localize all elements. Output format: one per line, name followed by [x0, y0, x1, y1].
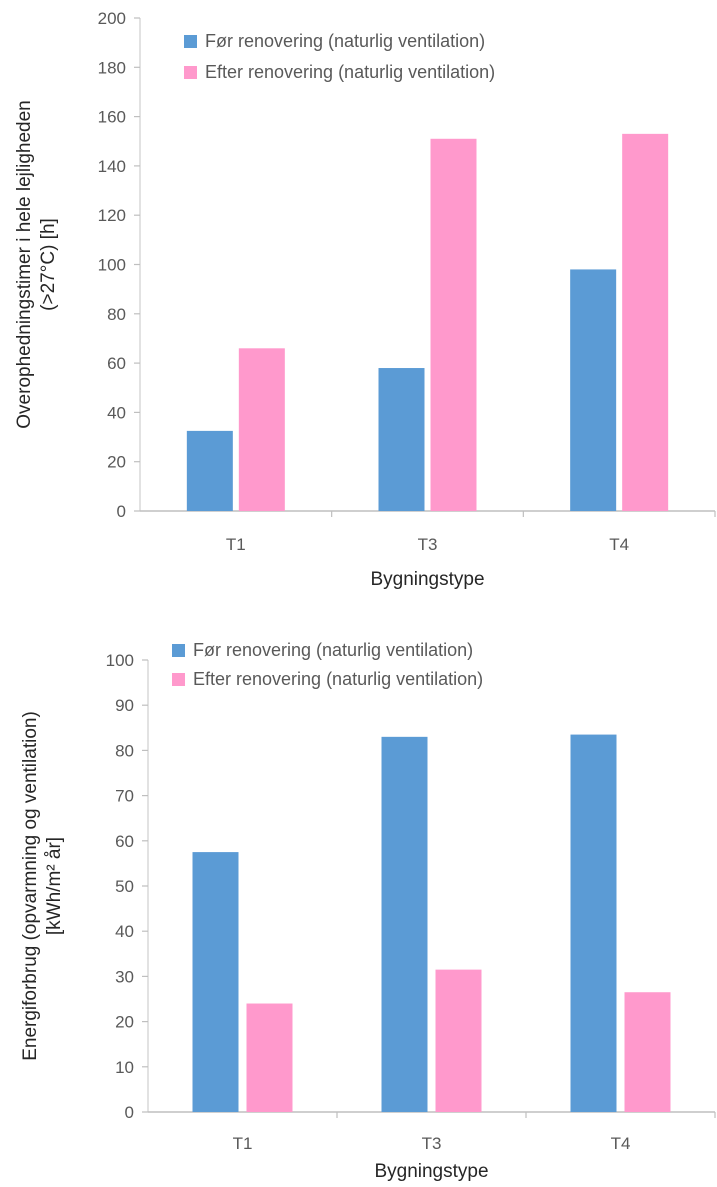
legend-swatch-2	[184, 66, 197, 79]
y-tick-label: 100	[98, 256, 126, 275]
y-tick-label: 60	[107, 354, 126, 373]
x-tick-label-t1: T1	[226, 535, 246, 554]
energy-consumption-chart: 0 10 20 30 40 50 60 70 80 90 100 T1 T3 T4 Bygningstype…	[0, 640, 717, 1187]
bar-t3-series-2	[430, 138, 477, 511]
x-axis-title: Bygningstype	[374, 1161, 488, 1182]
bar-t4-series-1	[570, 734, 617, 1112]
bar-t1-series-2	[246, 1003, 293, 1112]
y-axis-title-line-1: Energiforbrug (opvarmning og ventilation…	[20, 711, 41, 1061]
energy-consumption-chart-svg: 0 10 20 30 40 50 60 70 80 90 100 T1 T3 T4 Bygningstype…	[20, 640, 716, 1182]
bar-t3-series-1	[378, 368, 425, 511]
y-tick-label: 120	[98, 206, 126, 225]
y-tick-label: 0	[117, 502, 126, 521]
y-tick-label: 50	[115, 877, 134, 896]
legend-swatch-1	[184, 35, 197, 48]
bar-t3-series-1	[381, 736, 428, 1112]
bar-t3-series-2	[435, 969, 482, 1112]
bar-t4-series-2	[624, 992, 671, 1112]
y-tick-label: 40	[115, 922, 134, 941]
y-tick-label: 0	[125, 1103, 134, 1122]
bar-t4-series-2	[622, 133, 669, 512]
x-tick-label-t1: T1	[233, 1134, 253, 1153]
y-tick-label: 140	[98, 157, 126, 176]
bar-t4-series-1	[570, 269, 617, 511]
x-tick-label-t4: T4	[609, 535, 629, 554]
legend-swatch-2	[172, 673, 185, 686]
bar-t1-series-1	[192, 852, 239, 1112]
y-tick-label: 60	[115, 832, 134, 851]
bar-t1-series-1	[186, 430, 233, 511]
legend-label-2: Efter renovering (naturlig ventilation)	[193, 669, 483, 689]
x-tick-label-t4: T4	[611, 1134, 631, 1153]
legend-label-1: Før renovering (naturlig ventilation)	[193, 640, 473, 660]
overheating-hours-chart: 0 20 40 60 80 100 120 140 160 180 200 T1 T3 T4 Bygning…	[14, 9, 716, 590]
y-tick-label: 100	[106, 651, 134, 670]
y-axis-title-line-2: [kWh/m² år]	[44, 837, 65, 935]
x-axis-title: Bygningstype	[370, 569, 484, 590]
y-tick-label: 200	[98, 9, 126, 28]
y-axis-title-line-1: Overophedningstimer i hele lejligheden	[14, 100, 35, 428]
y-tick-label: 10	[115, 1058, 134, 1077]
y-tick-label: 90	[115, 696, 134, 715]
overheating-hours-chart-svg: 0 20 40 60 80 100 120 140 160 180 200 T1 T3 T4 Bygning…	[14, 9, 716, 590]
x-tick-label-t3: T3	[418, 535, 438, 554]
y-axis-title-line-2: (>27°C) [h]	[38, 218, 59, 311]
y-tick-label: 70	[115, 787, 134, 806]
legend-label-2: Efter renovering (naturlig ventilation)	[205, 62, 495, 82]
y-tick-label: 40	[107, 403, 126, 422]
y-tick-label: 80	[107, 305, 126, 324]
y-tick-label: 20	[107, 453, 126, 472]
y-tick-label: 30	[115, 967, 134, 986]
y-tick-label: 80	[115, 741, 134, 760]
y-tick-label: 20	[115, 1013, 134, 1032]
legend-swatch-1	[172, 644, 185, 657]
x-tick-label-t3: T3	[422, 1134, 442, 1153]
y-tick-label: 160	[98, 108, 126, 127]
legend-label-1: Før renovering (naturlig ventilation)	[205, 31, 485, 51]
bar-t1-series-2	[238, 348, 285, 511]
y-tick-label: 180	[98, 58, 126, 77]
